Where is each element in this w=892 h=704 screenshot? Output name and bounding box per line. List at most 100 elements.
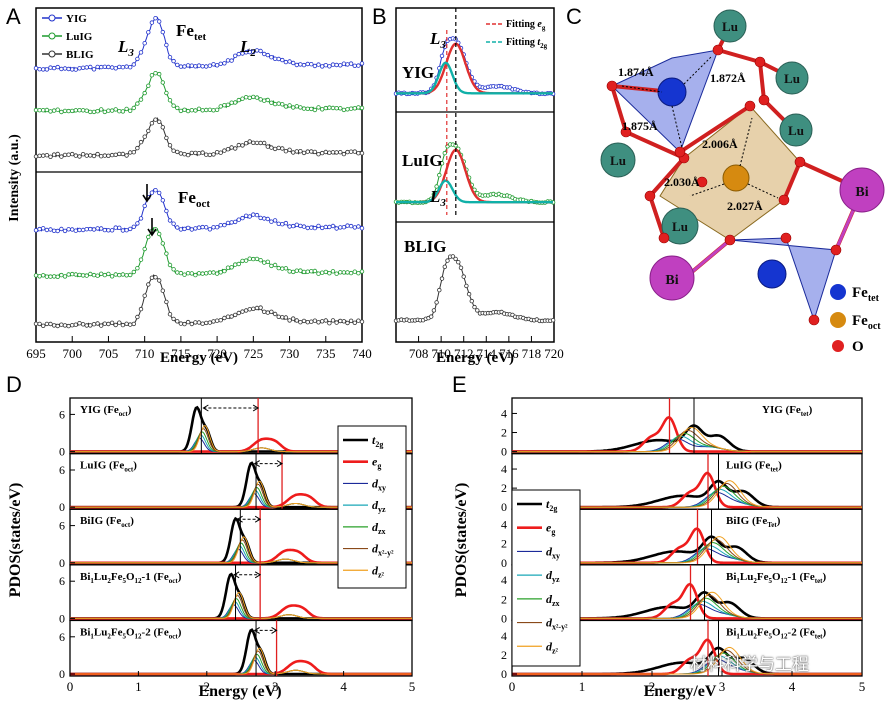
series-luig-point — [156, 71, 162, 77]
series-yig-point — [334, 226, 339, 231]
series-blig-point — [316, 151, 321, 157]
series-luig-line — [35, 72, 363, 113]
series-blig-point — [247, 307, 252, 312]
series-yig-point — [243, 213, 249, 218]
series-luig-point — [225, 102, 231, 107]
series-luig-point — [127, 108, 133, 113]
series-luig-point — [164, 251, 169, 256]
series-yig-point — [272, 56, 278, 61]
series-luig-point — [356, 271, 361, 276]
a-l3-label: L3 — [117, 37, 134, 59]
series-blig-point — [254, 140, 260, 146]
series-blig-point — [211, 152, 216, 157]
series-luig-point — [41, 273, 46, 278]
series-yig-line — [35, 188, 363, 232]
o-atom — [830, 244, 842, 256]
series-blig-point — [200, 150, 205, 155]
series-blig-point — [236, 310, 241, 316]
b-blig-point — [475, 308, 480, 313]
series-luig-point — [258, 258, 263, 263]
series-blig-point — [149, 120, 155, 126]
series-yig-point — [283, 59, 289, 65]
subpanel-label: Bi1Lu2Fe5O12-2 (Feoct) — [80, 626, 182, 640]
series-blig-point — [298, 320, 303, 325]
series-yig-point — [66, 227, 71, 232]
series-yig-point — [276, 56, 281, 62]
panel-b-legend: Fitting eg Fitting t2g — [486, 19, 548, 50]
series-luig-point — [287, 103, 292, 108]
series-blig-point — [214, 149, 220, 155]
series-yig-point — [265, 216, 270, 222]
series-yig-point — [131, 62, 136, 67]
series-luig-point — [33, 273, 39, 278]
series-yig-point — [84, 65, 89, 70]
y-tick-label: 0 — [501, 556, 507, 570]
series-yig-point — [182, 64, 187, 69]
series-luig-point — [341, 270, 347, 275]
fe-tet-atom — [757, 259, 787, 289]
pdos-legend-label: dyz — [546, 568, 560, 584]
pdos-legend-box — [337, 425, 407, 589]
series-yig-point — [77, 66, 82, 71]
series-yig-point — [258, 48, 263, 54]
b-blig-spectrum — [395, 255, 554, 322]
a-fe-oct-label: Feoct — [178, 188, 210, 210]
series-luig-point — [73, 108, 78, 113]
series-blig-point — [131, 149, 136, 155]
b-l3-label: L3 — [429, 29, 446, 51]
series-luig-point — [138, 257, 144, 262]
series-blig-point — [283, 315, 289, 320]
series-luig-point — [142, 246, 147, 252]
series-luig-point — [69, 271, 75, 277]
series-yig-point — [320, 64, 325, 69]
subpanel-label: YIG (Fetet) — [762, 404, 813, 418]
series-yig-point — [59, 66, 64, 72]
series-yig-point — [341, 61, 347, 66]
series-blig-point — [320, 150, 325, 156]
y-tick-label: 2 — [501, 537, 507, 551]
panel-e-ylabel: PDOS(states/eV) — [453, 483, 470, 598]
lu-atom — [713, 9, 747, 43]
bond-arrow — [621, 85, 663, 93]
series-yig-point — [276, 221, 281, 226]
series-luig-point — [37, 107, 42, 113]
series-blig-point — [66, 152, 71, 157]
series-luig-point — [66, 108, 71, 114]
series-luig-point — [345, 270, 350, 275]
series-yig-point — [291, 223, 296, 229]
series-luig-point — [175, 105, 180, 111]
series-luig-point — [269, 100, 274, 105]
bi-atom — [839, 167, 885, 213]
panel-b-fitting: 708 710 712 714 716 718 720 Energy (eV) YIG Lu… — [393, 7, 564, 366]
o-atom — [724, 234, 736, 246]
series-yig-point — [142, 203, 147, 209]
series-blig-point — [218, 150, 223, 155]
series-luig-point — [182, 107, 187, 112]
series-luig-point — [254, 95, 260, 100]
series-blig-point — [265, 310, 270, 315]
series-blig-point — [320, 319, 325, 324]
pdos-legend-label: t2g — [372, 433, 383, 449]
series-luig-point — [352, 106, 357, 111]
b-blig-point — [453, 256, 458, 262]
y-tick-label: 2 — [501, 426, 507, 440]
legend-fe-tet-dot — [830, 284, 846, 300]
bond-length-label: 1.875Å — [622, 119, 658, 133]
series-yig-point — [352, 63, 357, 68]
series-yig-point — [330, 223, 336, 229]
b-blig-point — [461, 274, 466, 279]
subpanel-label: BiIG (FeTet) — [726, 515, 781, 529]
series-yig-point — [69, 67, 75, 72]
series-yig-point — [88, 64, 93, 70]
x-tick-label: 0 — [509, 679, 516, 694]
b-fit-t2g-curve — [396, 179, 553, 204]
series-blig-point — [243, 140, 249, 146]
series-blig-point — [312, 318, 318, 323]
series-blig-point — [138, 139, 144, 145]
series-blig-point — [276, 314, 281, 319]
series-luig-point — [127, 272, 133, 278]
x-tick-label: 710 — [135, 346, 155, 361]
b-luig-point — [442, 150, 447, 156]
series-blig-point — [229, 314, 234, 319]
legend-fe-oct-label: Feoct — [852, 313, 881, 332]
